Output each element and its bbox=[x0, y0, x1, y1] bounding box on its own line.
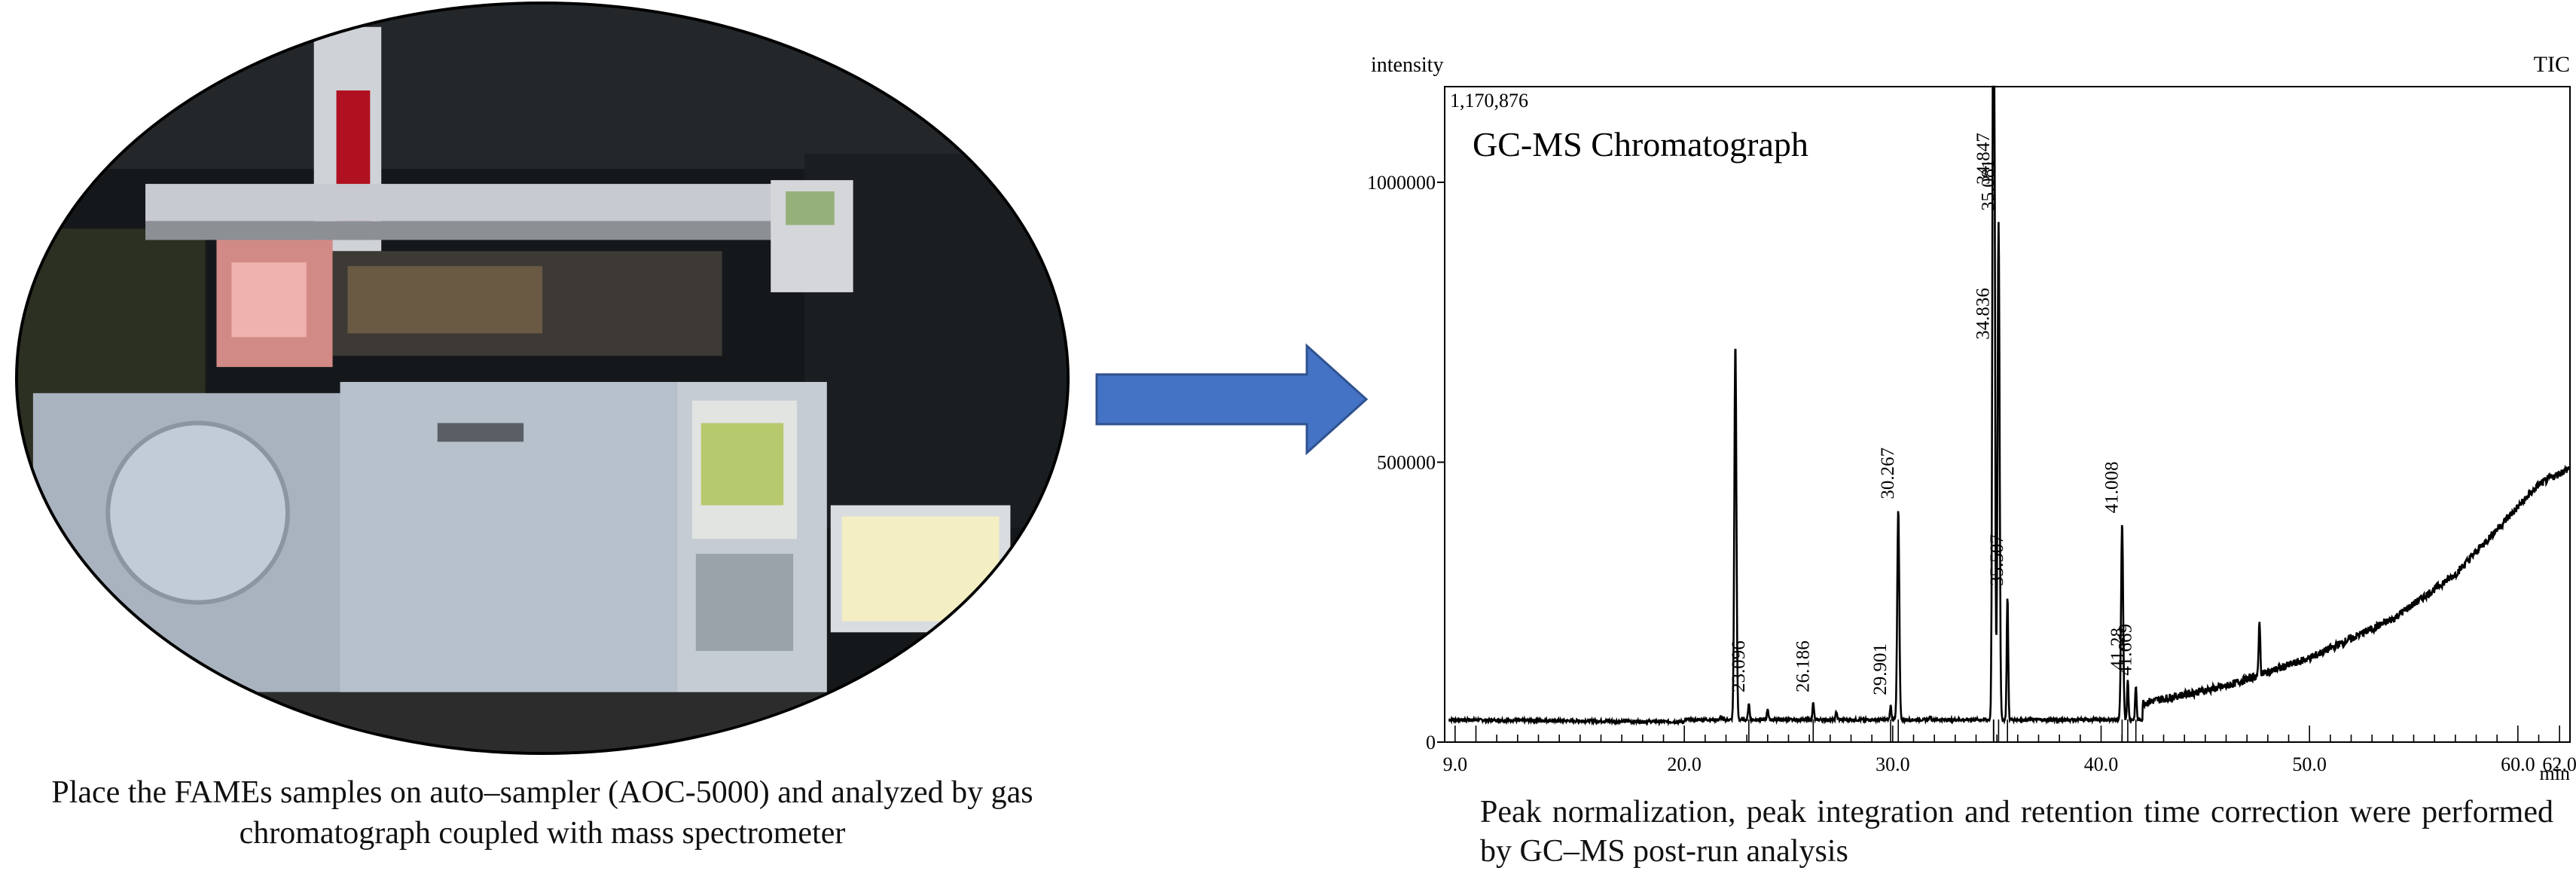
chart-title: GC-MS Chromatograph bbox=[1473, 125, 1808, 163]
x-tick-label: 9.0 bbox=[1443, 753, 1468, 775]
chromatogram-trace bbox=[1448, 85, 2571, 727]
y-tick-label: 1000000 bbox=[1367, 172, 1436, 194]
peak-label: 34.836 bbox=[1973, 288, 1994, 340]
y-axis-label: intensity bbox=[1371, 53, 1443, 77]
x-tick-label: 60.0 bbox=[2501, 753, 2535, 775]
tic-label: TIC bbox=[2534, 52, 2570, 77]
photo-caption: Place the FAMEs samples on auto–sampler … bbox=[51, 775, 1033, 851]
x-axis-ticks: 9.0 20.0 30.0 40.0 50.0 60.0 62.0 bbox=[1443, 726, 2576, 775]
peak-label: 23.096 bbox=[1729, 640, 1749, 692]
peak-labels: 23.096 26.186 29.901 30.267 34.836 35.08134.8… bbox=[1729, 133, 2136, 695]
peak-label: 34.847 bbox=[1973, 133, 1994, 185]
instrument-photo bbox=[15, 2, 1070, 755]
peak-markers bbox=[1748, 719, 2137, 742]
peak-label: 41.008 bbox=[2101, 461, 2122, 513]
peak-label: 30.267 bbox=[1878, 448, 1898, 500]
x-tick-label: 20.0 bbox=[1667, 753, 1702, 775]
gc-ms-chromatogram: intensity TIC 1,170,876 GC-MS Chromatogr… bbox=[1356, 45, 2576, 791]
peak-label: 26.186 bbox=[1793, 640, 1813, 692]
x-tick-label: 30.0 bbox=[1876, 753, 1910, 775]
y-tick-label: 0 bbox=[1426, 732, 1436, 753]
y-tick-label: 500000 bbox=[1377, 451, 1436, 473]
gc-ms-instrument-image bbox=[18, 5, 1067, 752]
peak-label: 35.081 bbox=[1978, 159, 1998, 211]
ymax-label: 1,170,876 bbox=[1450, 90, 1528, 112]
peak-label: 41.28 bbox=[2107, 628, 2128, 670]
chromatogram-plot: intensity TIC 1,170,876 GC-MS Chromatogr… bbox=[1367, 52, 2576, 784]
chromatogram-caption: Peak normalization, peak integration and… bbox=[1480, 795, 2553, 869]
peak-label: 29.901 bbox=[1870, 643, 1891, 695]
x-tick-label: 62.0 bbox=[2542, 753, 2576, 775]
peak-label: 41.669 bbox=[2116, 624, 2136, 676]
x-tick-label: 50.0 bbox=[2292, 753, 2327, 775]
y-axis-ticks: 0 500000 1000000 bbox=[1367, 172, 1445, 753]
x-axis-label: min bbox=[2540, 762, 2570, 784]
x-tick-label: 40.0 bbox=[2084, 753, 2119, 775]
peak-label: 35.507 bbox=[1987, 534, 2007, 586]
right-arrow-icon bbox=[1095, 343, 1369, 456]
